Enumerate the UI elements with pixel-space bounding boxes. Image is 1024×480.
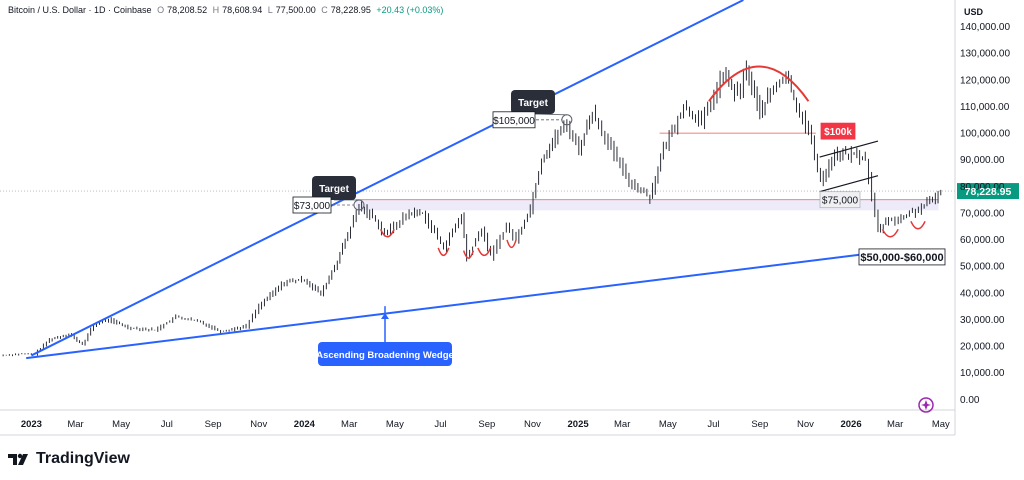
price-label-73000: $73,000 xyxy=(294,201,331,212)
high-label: H xyxy=(212,5,220,15)
y-tick-label: 90,000.00 xyxy=(960,155,1005,166)
y-tick-label: 80,000.00 xyxy=(960,182,1005,193)
x-tick-label: Sep xyxy=(478,419,495,430)
cup-arc xyxy=(379,228,395,238)
y-tick-label: 10,000.00 xyxy=(960,368,1005,379)
x-tick-label: May xyxy=(932,419,950,430)
cup-arc xyxy=(506,239,517,249)
low-value: 77,500.00 xyxy=(275,5,316,15)
cup-arc xyxy=(477,247,492,257)
x-tick-label: Sep xyxy=(205,419,222,430)
x-tick-label: May xyxy=(659,419,677,430)
target-label-box xyxy=(312,176,356,200)
x-tick-label: Nov xyxy=(524,419,541,430)
x-tick-label: Nov xyxy=(797,419,814,430)
y-tick-label: 110,000.00 xyxy=(960,102,1010,113)
x-tick-label: 2023 xyxy=(21,419,42,430)
y-tick-label: 100,000.00 xyxy=(960,129,1010,140)
open-value: 78,208.52 xyxy=(167,5,208,15)
x-axis[interactable]: 2023 Mar May Jul Sep Nov 2024 Mar May Jul Sep Nov 20… xyxy=(0,409,955,436)
y-tick-label: 70,000.00 xyxy=(960,208,1005,219)
channel-upper-line xyxy=(819,140,879,158)
x-tick-label: Mar xyxy=(887,419,903,430)
y-tick-label: 120,000.00 xyxy=(960,75,1010,86)
x-tick-label: Mar xyxy=(341,419,357,430)
cup-arc xyxy=(437,247,450,257)
y-tick-label: 30,000.00 xyxy=(960,315,1005,326)
price-label-75000: $75,000 xyxy=(822,196,859,207)
x-tick-label: 2025 xyxy=(568,419,590,430)
x-tick-label: May xyxy=(112,419,130,430)
last-price-badge-label: 78,228.95 xyxy=(965,186,1012,198)
x-tick-label: Jul xyxy=(707,419,719,430)
x-tick-label: Jul xyxy=(161,419,173,430)
cup-arc xyxy=(462,250,475,259)
change-value: +20.43 (+0.03%) xyxy=(376,5,444,15)
x-tick-label: May xyxy=(386,419,404,430)
target-pointer xyxy=(532,113,567,116)
y-axis[interactable]: 0.00 10,000.00 20,000.00 30,000.00 40,000.00… xyxy=(954,0,1012,435)
x-tick-label: 2024 xyxy=(294,419,316,430)
currency-button[interactable]: USD xyxy=(964,7,984,17)
wedge-upper-trendline xyxy=(30,0,744,357)
y-tick-label: 130,000.00 xyxy=(960,49,1010,60)
channel-lower-line xyxy=(819,175,879,193)
cup-arc xyxy=(881,228,899,238)
y-tick-label: 50,000.00 xyxy=(960,262,1005,273)
price-range-label-box xyxy=(858,248,946,266)
low-label: L xyxy=(267,5,273,15)
brand-name: TradingView xyxy=(36,450,130,467)
target-label: Target xyxy=(319,184,349,195)
open-label: O xyxy=(157,5,165,15)
rounding-top-arc xyxy=(708,65,810,102)
wedge-lower-trendline xyxy=(26,251,875,360)
tradingview-logo-icon xyxy=(8,453,28,465)
sparkle-icon-ring xyxy=(918,397,934,413)
y-tick-label: 60,000.00 xyxy=(960,235,1005,246)
y-tick-label: 40,000.00 xyxy=(960,288,1005,299)
price-label-73000-box xyxy=(292,196,332,214)
x-tick-label: Jul xyxy=(434,419,446,430)
high-value: 78,608.94 xyxy=(222,5,263,15)
brand[interactable]: TradingView xyxy=(8,450,130,468)
support-zone xyxy=(355,199,939,211)
last-price-badge xyxy=(957,183,1019,200)
price-label-105000: $105,000 xyxy=(493,116,535,127)
x-tick-label: Sep xyxy=(751,419,768,430)
price-range-label: $50,000-$60,000 xyxy=(860,252,943,264)
y-tick-label: 140,000.00 xyxy=(960,22,1010,33)
symbol-title: Bitcoin / U.S. Dollar · 1D · Coinbase xyxy=(8,5,152,15)
plot-area[interactable]: Target Target $73,000 $105,000 $75,000 $100k $… xyxy=(0,0,1019,366)
y-tick-label: 20,000.00 xyxy=(960,342,1005,353)
wedge-label: Ascending Broadening Wedge xyxy=(316,350,454,361)
y-tick-label: 0.00 xyxy=(960,395,980,406)
price-label-105000-box xyxy=(492,111,536,129)
wedge-label-box xyxy=(318,342,452,366)
x-tick-label: Nov xyxy=(250,419,267,430)
target-label-box xyxy=(511,90,555,114)
sparkle-icon-star xyxy=(921,400,931,410)
sparkle-icon[interactable] xyxy=(918,397,934,413)
target-label: Target xyxy=(518,98,548,109)
price-label-75000-box xyxy=(819,191,861,209)
x-tick-label: 2026 xyxy=(840,419,861,430)
x-tick-label: Mar xyxy=(67,419,83,430)
price-label-100k: $100k xyxy=(824,127,852,138)
wedge-label-arrowhead xyxy=(381,313,389,319)
cup-arc xyxy=(910,220,926,230)
price-label-100k-box xyxy=(820,122,856,140)
close-label: C xyxy=(321,5,328,15)
x-tick-label: Mar xyxy=(614,419,630,430)
close-value: 78,228.95 xyxy=(330,5,371,15)
